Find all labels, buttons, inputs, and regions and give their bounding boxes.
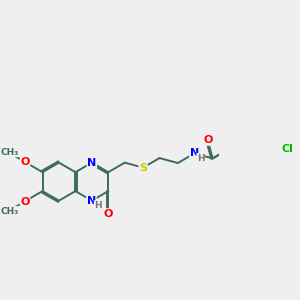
Text: H: H bbox=[197, 154, 204, 163]
Text: Cl: Cl bbox=[281, 144, 293, 154]
Text: O: O bbox=[203, 135, 212, 145]
Text: N: N bbox=[87, 196, 96, 206]
Text: O: O bbox=[103, 209, 113, 219]
Text: H: H bbox=[94, 201, 102, 210]
Text: CH₃: CH₃ bbox=[1, 148, 19, 157]
Text: O: O bbox=[20, 197, 30, 207]
Text: CH₃: CH₃ bbox=[1, 207, 19, 216]
Text: O: O bbox=[20, 157, 30, 166]
Text: S: S bbox=[139, 163, 147, 172]
Text: N: N bbox=[190, 148, 199, 158]
Text: N: N bbox=[87, 158, 97, 168]
